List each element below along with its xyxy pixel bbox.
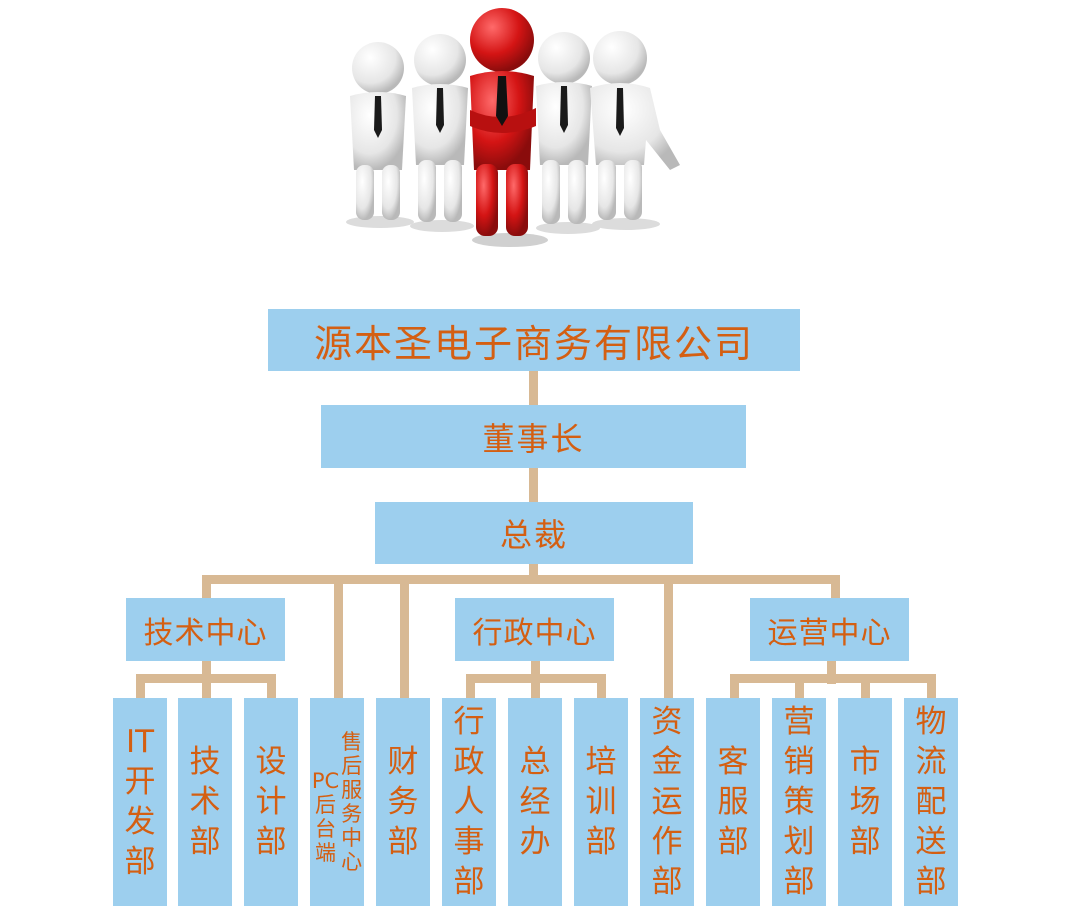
connector-drop-design [267, 674, 276, 700]
admin-center-box: 行政中心 [455, 598, 614, 661]
dept-design: 设 计 部 [244, 698, 298, 906]
dept-design-label: 设 计 部 [255, 744, 287, 860]
dept-pc-after-sales: PC 后 台 端 售 后 服 务 中 心 [310, 698, 364, 906]
dept-it-label: IT 开 发 部 [124, 724, 156, 880]
team-figure-1 [346, 42, 414, 228]
connector-drop-training [597, 674, 606, 700]
connector-drop-logistics [927, 674, 936, 700]
team-figure-3 [536, 32, 600, 234]
leader-figure [470, 8, 548, 247]
connector-main-bar [202, 575, 840, 584]
connector-admin-stem [531, 660, 540, 684]
dept-market-label: 市 场 部 [849, 744, 881, 860]
team-figure-2 [410, 34, 474, 232]
connector-drop-market [861, 674, 870, 700]
connector-drop-marketing [795, 674, 804, 700]
team-illustration [346, 8, 680, 247]
dept-after-sales-label: 售 后 服 务 中 心 [341, 730, 363, 874]
dept-capital: 资 金 运 作 部 [640, 698, 694, 906]
dept-pc-backend-label: PC 后 台 端 [311, 769, 340, 865]
dept-general-office: 总 经 办 [508, 698, 562, 906]
connector-drop-hr [466, 674, 475, 700]
connector-ops-stem [827, 660, 836, 684]
dept-tech-label: 技 术 部 [189, 744, 221, 860]
connector-drop-finance [400, 575, 409, 700]
dept-logistics-label: 物 流 配 送 部 [915, 704, 947, 900]
company-box: 源本圣电子商务有限公司 [268, 309, 800, 371]
president-box: 总裁 [375, 502, 693, 564]
connector-drop-ops-center [831, 575, 840, 603]
chairman-box: 董事长 [321, 405, 746, 468]
dept-capital-label: 资 金 运 作 部 [651, 704, 683, 900]
dept-it: IT 开 发 部 [113, 698, 167, 906]
team-figure-4 [590, 31, 680, 230]
dept-training: 培 训 部 [574, 698, 628, 906]
dept-finance: 财 务 部 [376, 698, 430, 906]
connector-tech-stem [202, 660, 211, 684]
dept-customer-service-label: 客 服 部 [717, 744, 749, 860]
dept-market: 市 场 部 [838, 698, 892, 906]
connector-drop-capital [664, 575, 673, 700]
dept-marketing: 营 销 策 划 部 [772, 698, 826, 906]
dept-general-office-label: 总 经 办 [519, 744, 551, 860]
dept-hr-label: 行 政 人 事 部 [453, 704, 485, 900]
dept-tech: 技 术 部 [178, 698, 232, 906]
connector-drop-general-office [531, 674, 540, 700]
dept-finance-label: 财 务 部 [387, 744, 419, 860]
dept-hr: 行 政 人 事 部 [442, 698, 496, 906]
connector-drop-it [136, 674, 145, 700]
connector-drop-tech-center [202, 575, 211, 603]
connector-drop-tech-dept [202, 674, 211, 700]
ops-center-box: 运营中心 [750, 598, 909, 661]
connector-trunk [529, 370, 538, 580]
dept-marketing-label: 营 销 策 划 部 [783, 704, 815, 900]
dept-customer-service: 客 服 部 [706, 698, 760, 906]
tech-center-box: 技术中心 [126, 598, 285, 661]
connector-drop-customer-service [730, 674, 739, 700]
dept-logistics: 物 流 配 送 部 [904, 698, 958, 906]
dept-training-label: 培 训 部 [585, 744, 617, 860]
connector-drop-pc-backend [334, 575, 343, 700]
